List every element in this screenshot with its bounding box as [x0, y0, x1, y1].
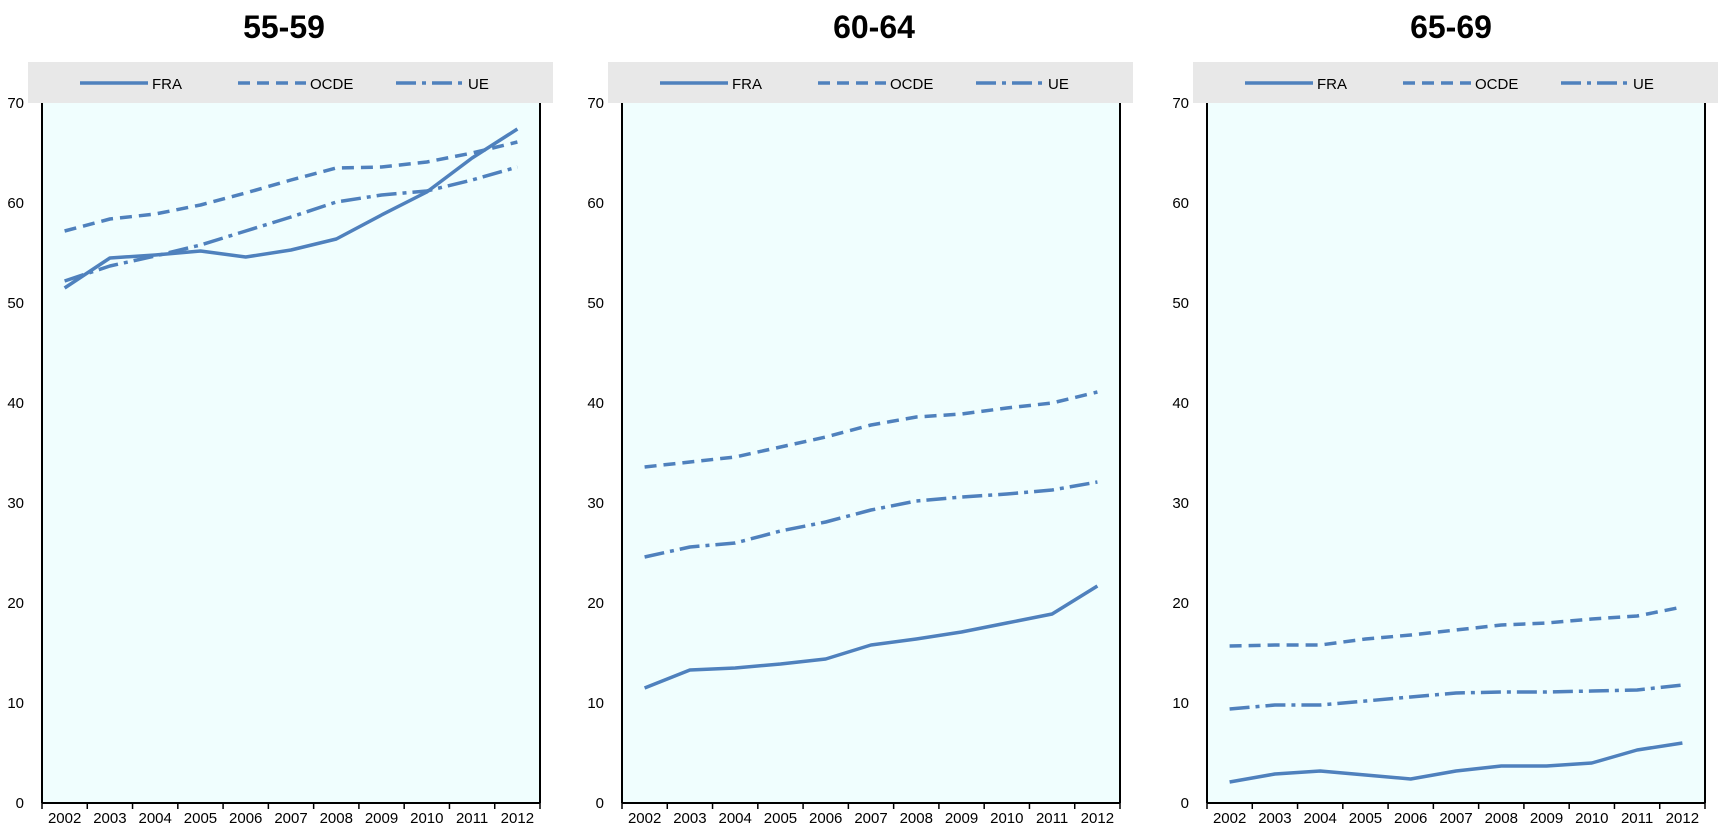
- chart-title: 55-59: [243, 9, 325, 45]
- y-tick-label: 30: [1172, 495, 1189, 512]
- x-tick-label: 2003: [1258, 810, 1291, 827]
- x-tick-label: 2006: [809, 810, 842, 827]
- legend-label-ue: UE: [1633, 76, 1654, 93]
- x-tick-label: 2004: [718, 810, 751, 827]
- x-tick-label: 2009: [365, 810, 398, 827]
- legend-label-fra: FRA: [1317, 76, 1347, 93]
- x-tick-label: 2008: [1485, 810, 1518, 827]
- chart-title: 60-64: [833, 9, 915, 45]
- plot-area: [42, 103, 540, 803]
- y-tick-label: 40: [7, 395, 24, 412]
- y-tick-label: 0: [16, 795, 24, 812]
- x-tick-label: 2005: [184, 810, 217, 827]
- x-tick-label: 2003: [673, 810, 706, 827]
- legend-label-ocde: OCDE: [890, 76, 933, 93]
- legend: FRA OCDE UE: [608, 62, 1133, 103]
- x-tick-label: 2010: [1575, 810, 1608, 827]
- legend: FRA OCDE UE: [28, 62, 553, 103]
- x-tick-label: 2006: [1394, 810, 1427, 827]
- y-tick-label: 50: [7, 295, 24, 312]
- x-tick-label: 2009: [1530, 810, 1563, 827]
- y-tick-label: 50: [1172, 295, 1189, 312]
- x-tick-label: 2009: [945, 810, 978, 827]
- x-tick-label: 2004: [138, 810, 171, 827]
- y-tick-label: 10: [1172, 695, 1189, 712]
- x-tick-label: 2005: [1349, 810, 1382, 827]
- x-tick-label: 2004: [1303, 810, 1336, 827]
- y-tick-label: 50: [587, 295, 604, 312]
- y-tick-label: 70: [1172, 95, 1189, 112]
- y-tick-label: 20: [1172, 595, 1189, 612]
- y-tick-label: 0: [596, 795, 604, 812]
- x-tick-label: 2002: [48, 810, 81, 827]
- y-tick-label: 0: [1181, 795, 1189, 812]
- x-tick-label: 2002: [628, 810, 661, 827]
- y-tick-label: 60: [1172, 195, 1189, 212]
- x-tick-label: 2011: [456, 810, 488, 827]
- y-tick-label: 40: [587, 395, 604, 412]
- x-tick-label: 2007: [274, 810, 307, 827]
- x-tick-label: 2007: [1439, 810, 1472, 827]
- y-tick-label: 60: [587, 195, 604, 212]
- panel-65-69: 65-69 0 10 20 30 40 50 60 70 2002 2003 2004 2005 2006…: [1172, 9, 1718, 827]
- legend-label-ocde: OCDE: [310, 76, 353, 93]
- x-tick-label: 2011: [1036, 810, 1068, 827]
- x-tick-label: 2002: [1213, 810, 1246, 827]
- y-tick-label: 70: [587, 95, 604, 112]
- x-tick-label: 2008: [900, 810, 933, 827]
- plot-area: [622, 103, 1120, 803]
- legend-label-ue: UE: [468, 76, 489, 93]
- x-tick-label: 2007: [854, 810, 887, 827]
- y-tick-label: 60: [7, 195, 24, 212]
- y-tick-label: 10: [587, 695, 604, 712]
- legend: FRA OCDE UE: [1193, 62, 1718, 103]
- panel-60-64: 60-64 0 10 20 30 40 50 60 70 2002 2003 2004 2005 2006…: [587, 9, 1133, 827]
- x-tick-label: 2012: [1081, 810, 1114, 827]
- legend-label-fra: FRA: [152, 76, 182, 93]
- x-tick-label: 2008: [320, 810, 353, 827]
- y-tick-label: 20: [7, 595, 24, 612]
- legend-label-ocde: OCDE: [1475, 76, 1518, 93]
- y-tick-label: 40: [1172, 395, 1189, 412]
- x-tick-label: 2005: [764, 810, 797, 827]
- plot-area: [1207, 103, 1705, 803]
- legend-label-fra: FRA: [732, 76, 762, 93]
- chart-title: 65-69: [1410, 9, 1492, 45]
- y-tick-label: 30: [587, 495, 604, 512]
- y-tick-label: 30: [7, 495, 24, 512]
- y-tick-label: 70: [7, 95, 24, 112]
- x-tick-label: 2011: [1621, 810, 1653, 827]
- x-tick-label: 2003: [93, 810, 126, 827]
- x-tick-label: 2006: [229, 810, 262, 827]
- x-tick-label: 2010: [990, 810, 1023, 827]
- x-tick-label: 2012: [1666, 810, 1699, 827]
- x-tick-label: 2012: [501, 810, 534, 827]
- y-tick-label: 10: [7, 695, 24, 712]
- legend-label-ue: UE: [1048, 76, 1069, 93]
- y-tick-label: 20: [587, 595, 604, 612]
- panel-55-59: 55-59 0 10 20 30 40 50 60 70 2002 2003 2004 2005 2006…: [7, 9, 553, 827]
- x-tick-label: 2010: [410, 810, 443, 827]
